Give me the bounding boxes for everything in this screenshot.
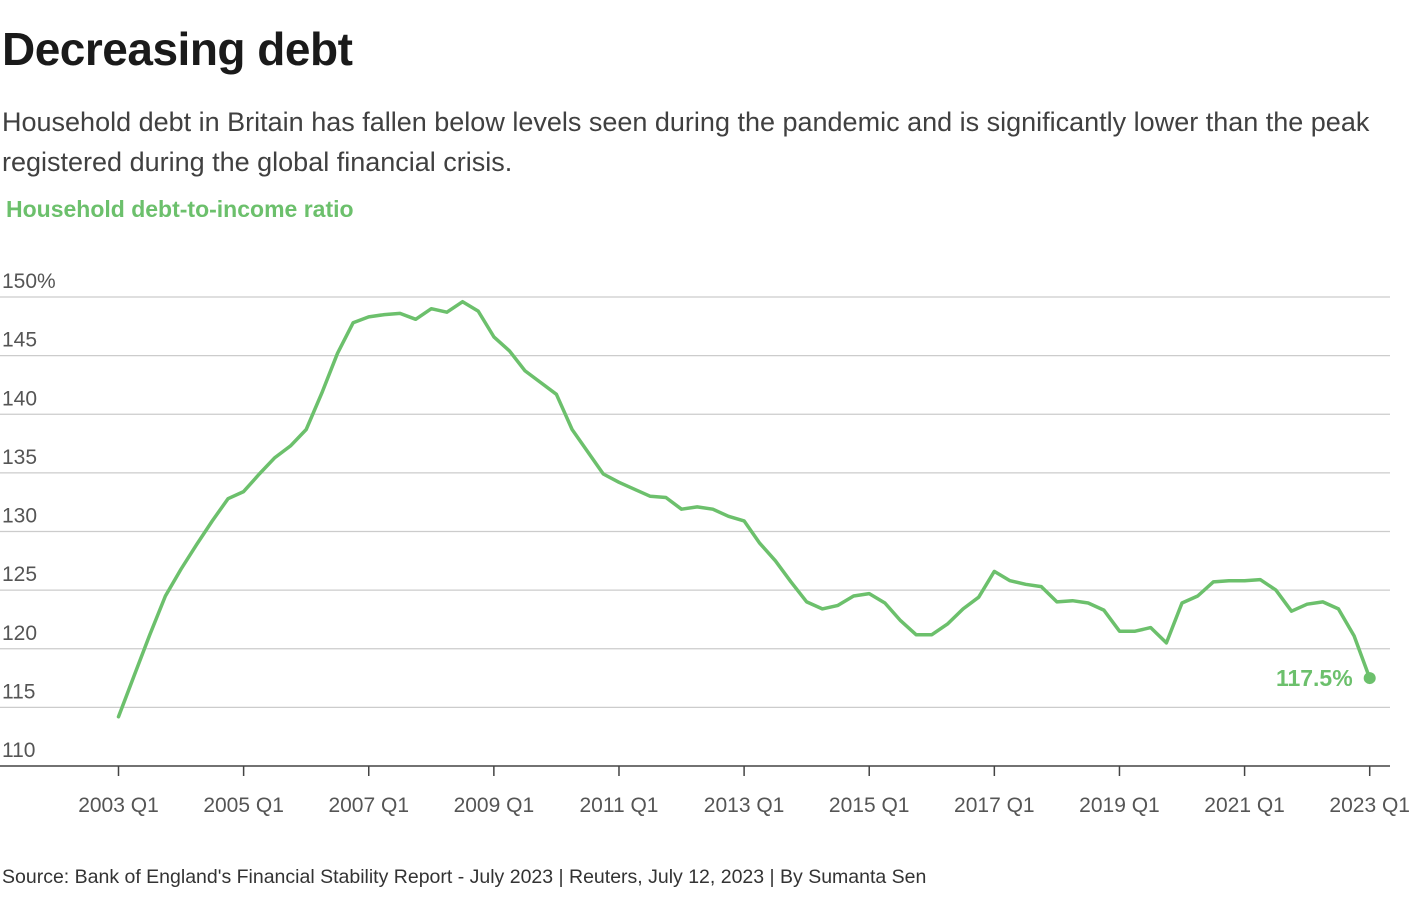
chart-title: Decreasing debt <box>2 23 353 75</box>
gridlines <box>0 296 1390 767</box>
x-tick-label: 2005 Q1 <box>203 794 284 817</box>
y-tick-label-110: 110 <box>2 739 35 762</box>
x-tick-label: 2009 Q1 <box>454 794 535 817</box>
series-group: 117.5% <box>116 299 1376 719</box>
x-tick-label: 2021 Q1 <box>1204 794 1285 817</box>
x-tick-label: 2015 Q1 <box>829 794 910 817</box>
x-tick-label: 2019 Q1 <box>1079 794 1160 817</box>
y-tick-label-115: 115 <box>2 680 35 703</box>
y-tick-label-130: 130 <box>2 505 37 528</box>
x-tick-label: 2007 Q1 <box>328 794 409 817</box>
series-label: Household debt-to-income ratio <box>6 196 354 222</box>
y-tick-label-125: 125 <box>2 563 37 586</box>
x-tick-label: 2003 Q1 <box>78 794 159 817</box>
x-tick-label: 2013 Q1 <box>704 794 785 817</box>
y-tick-label-135: 135 <box>2 446 37 469</box>
end-point-marker <box>1363 672 1376 685</box>
x-axis: 2003 Q1 2005 Q1 2007 Q1 2009 Q1 2011 Q1 2013 … <box>78 766 1410 817</box>
series-line <box>116 299 1372 719</box>
x-tick-label: 2023 Q1 <box>1329 794 1410 817</box>
y-tick-label-150: 150% <box>2 270 56 293</box>
y-axis-tick-labels: 150% 145 140 135 130 125 120 115 110 <box>2 270 56 762</box>
end-value-label: 117.5% <box>1276 665 1353 691</box>
y-tick-label-145: 145 <box>2 329 37 352</box>
y-tick-label-120: 120 <box>2 622 37 645</box>
x-tick-label: 2011 Q1 <box>579 794 658 817</box>
chart-subtitle: Household debt in Britain has fallen bel… <box>2 107 1370 177</box>
y-tick-label-140: 140 <box>2 387 37 410</box>
x-tick-label: 2017 Q1 <box>954 794 1035 817</box>
source-note: Source: Bank of England's Financial Stab… <box>2 866 927 888</box>
